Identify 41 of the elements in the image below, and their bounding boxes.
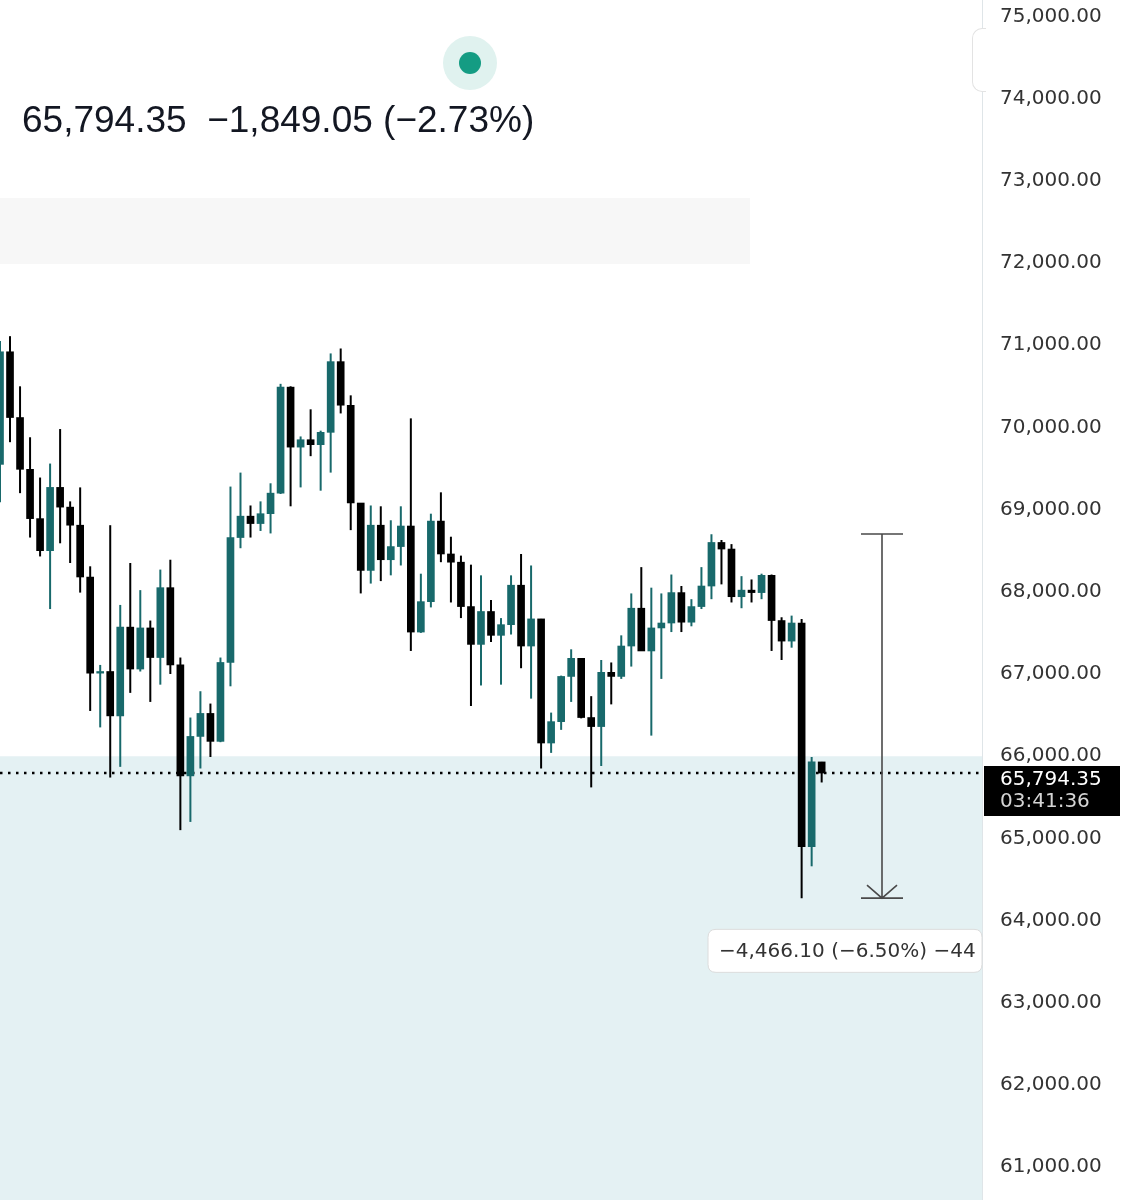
candlestick: [196, 690, 205, 770]
candlestick: [497, 617, 505, 686]
y-tick-label: 67,000.00: [1000, 660, 1102, 685]
candlestick: [757, 572, 766, 601]
candlestick: [306, 408, 315, 458]
y-tick-label: 61,000.00: [1000, 1153, 1102, 1178]
y-tick-label: 73,000.00: [1000, 167, 1102, 192]
candlestick: [647, 586, 656, 737]
text: 03:41:36: [1000, 788, 1090, 813]
candlestick: [256, 500, 265, 532]
candlestick: [777, 616, 786, 661]
candlestick: [547, 711, 555, 754]
y-tick-label: 74,000.00: [1000, 84, 1102, 109]
candlestick: [266, 482, 275, 535]
y-tick-label: 66,000.00: [1000, 742, 1102, 767]
y-tick-label: 68,000.00: [1000, 577, 1102, 602]
candlestick: [56, 428, 64, 545]
candlestick: [386, 519, 395, 577]
candlestick: [236, 471, 245, 550]
candlestick: [246, 504, 255, 539]
y-tick-label: 63,000.00: [1000, 988, 1102, 1013]
y-tick-label: 72,000.00: [1000, 249, 1102, 274]
candlestick: [447, 535, 455, 604]
y-tick-label: 69,000.00: [1000, 495, 1102, 520]
text: 65,794.35 −1,849.05 (−2.73%): [22, 99, 535, 140]
y-tick-label: 75,000.00: [1000, 2, 1102, 27]
candlestick: [697, 566, 706, 611]
candlestick: [66, 500, 74, 565]
y-tick-label: 62,000.00: [1000, 1071, 1102, 1096]
candlestick: [607, 661, 616, 706]
candlestick: [567, 648, 575, 703]
annotation: −4,466.10 (−6.50%) −44: [719, 937, 976, 962]
y-tick-label: 64,000.00: [1000, 906, 1102, 931]
ref-line-label: 65,794.35: [1000, 766, 1102, 791]
y-tick-label: 70,000.00: [1000, 413, 1102, 438]
candlestick: [296, 435, 305, 489]
y-tick-label: 65,000.00: [1000, 824, 1102, 849]
candlestick: [687, 598, 696, 628]
y-tick-label: 71,000.00: [1000, 331, 1102, 356]
candlestick: [316, 429, 325, 492]
candlestick: [396, 505, 405, 567]
